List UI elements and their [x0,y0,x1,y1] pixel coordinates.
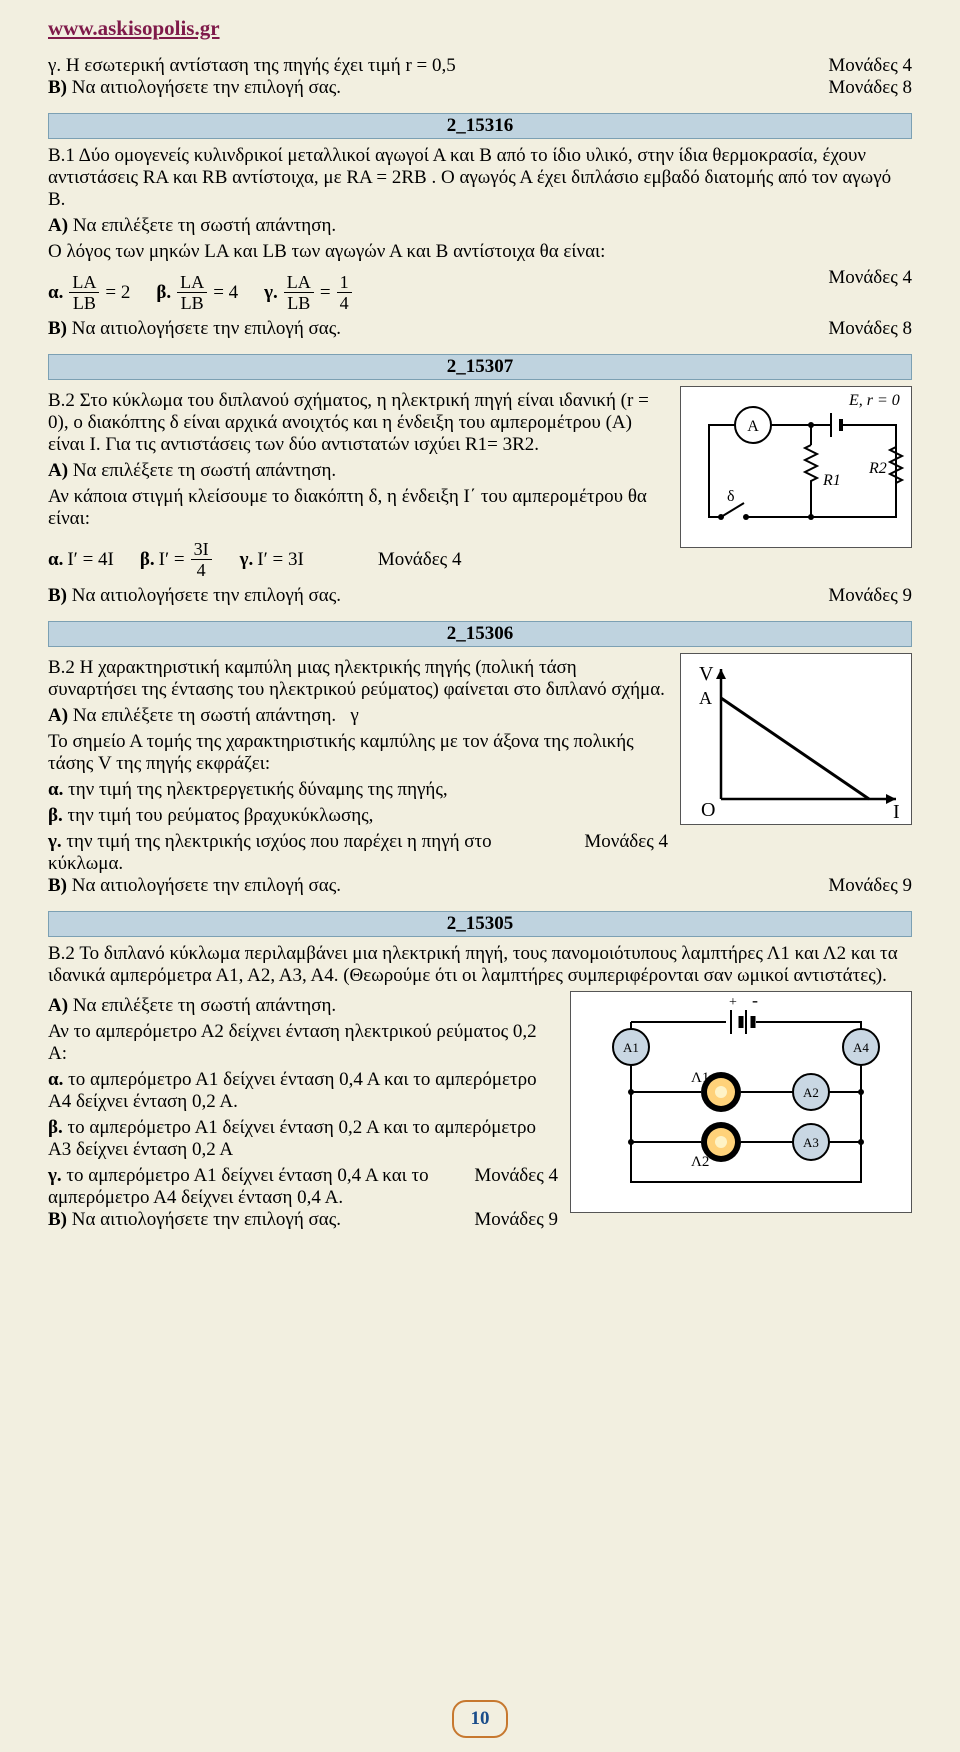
points: Μονάδες 4 [466,1165,558,1187]
a-label: Α) [48,995,68,1016]
points: Μονάδες 4 [370,549,462,571]
svg-text:R2: R2 [868,460,887,477]
close-line: Αν κάποια στιγμή κλείσουμε το διακόπτη δ… [48,486,668,530]
svg-text:I: I [893,801,900,823]
points: Μονάδες 9 [820,875,912,897]
question-text: Β.1 Δύο ομογενείς κυλινδρικοί μεταλλικοί… [48,145,912,211]
justify: Να αιτιολογήσετε την επιλογή σας. [72,318,341,339]
points: Μονάδες 4 [820,267,912,289]
points: Μονάδες 4 [820,55,912,77]
b-label: Β) [48,318,67,339]
svg-text:Λ1: Λ1 [691,1070,709,1086]
question-text: Β.2 Στο κύκλωμα του διπλανού σχήματος, η… [48,390,668,456]
option-b[interactable]: β. την τιμή του ρεύματος βραχυκύκλωσης, [48,805,668,827]
option-a[interactable]: α. το αμπερόμετρο Α1 δείχνει ένταση 0,4 … [48,1069,558,1113]
svg-text:A2: A2 [803,1085,819,1100]
vi-graph: V A O I [680,653,912,825]
question-code: 2_15316 [48,113,912,139]
option-b[interactable]: β. το αμπερόμετρο Α1 δείχνει ένταση 0,2 … [48,1117,558,1161]
option-b[interactable]: β. I′ = 3I4 [140,540,214,579]
option-b[interactable]: β. LALB = 4 [156,273,238,312]
points: Μονάδες 8 [820,318,912,340]
svg-text:R1: R1 [822,472,841,489]
svg-text:-: - [752,991,758,1010]
justify: Να αιτιολογήσετε την επιλογή σας. [72,1209,341,1230]
option-a[interactable]: α. την τιμή της ηλεκτρεργετικής δύναμης … [48,779,668,801]
circuit-diagram-2: + - A1 A4 Λ1 A2 Λ2 A3 [570,991,912,1213]
svg-text:A: A [747,418,759,435]
select: Να επιλέξετε τη σωστή απάντηση. [73,460,336,481]
justify: Να αιτιολογήσετε την επιλογή σας. [72,585,341,606]
question-code: 2_15307 [48,354,912,380]
svg-text:Λ2: Λ2 [691,1154,709,1170]
b-label: Β) [48,875,67,896]
b-label: Β) [48,1209,67,1230]
option-c[interactable]: γ. το αμπερόμετρο Α1 δείχνει ένταση 0,4 … [48,1165,466,1209]
svg-text:A3: A3 [803,1135,819,1150]
a-label: Α) [48,215,68,236]
svg-text:A: A [699,688,712,708]
site-url[interactable]: www.askisopolis.gr [48,16,912,41]
b-label: Β) [48,77,67,98]
a-label: Α) [48,460,68,481]
option-a[interactable]: α. I′ = 4I [48,549,114,571]
select: Να επιλέξετε τη σωστή απάντηση. [73,995,336,1016]
svg-text:E, r = 0: E, r = 0 [848,392,900,409]
svg-text:A4: A4 [853,1040,869,1055]
b-label: Β) [48,585,67,606]
svg-text:δ: δ [727,488,735,505]
svg-text:+: + [729,995,737,1010]
points: Μονάδες 8 [820,77,912,99]
question-text: Β.2 Η χαρακτηριστική καμπύλη μιας ηλεκτρ… [48,657,668,701]
question-code: 2_15305 [48,911,912,937]
question-line2: Το σημείο Α τομής της χαρακτηριστικής κα… [48,731,668,775]
a-label: Α) [48,705,68,726]
svg-text:O: O [701,799,715,821]
justify: Να αιτιολογήσετε την επιλογή σας. [72,875,341,896]
justify: Να αιτιολογήσετε την επιλογή σας. [72,77,341,98]
condition: Αν το αμπερόμετρο Α2 δείχνει ένταση ηλεκ… [48,1021,558,1065]
question-text: Β.2 Το διπλανό κύκλωμα περιλαμβάνει μια … [48,943,912,987]
svg-text:A1: A1 [623,1040,639,1055]
select: Να επιλέξετε τη σωστή απάντηση. [73,705,336,726]
ratio-line: Ο λόγος των μηκών LA και LB των αγωγών Α… [48,241,912,263]
points: Μονάδες 4 [576,831,668,853]
circuit-diagram-1: E, r = 0 A δ R2 R1 [680,386,912,548]
option-a[interactable]: α. LALB = 2 [48,273,130,312]
select: Να επιλέξετε τη σωστή απάντηση. [73,215,336,236]
option-c[interactable]: γ. LALB = 14 [264,273,353,312]
page-number: 10 [452,1700,508,1738]
points: Μονάδες 9 [820,585,912,607]
question-code: 2_15306 [48,621,912,647]
svg-text:V: V [699,663,714,685]
intro-line: γ. Η εσωτερική αντίσταση της πηγής έχει … [48,55,820,77]
option-c[interactable]: γ. την τιμή της ηλεκτρικής ισχύος που πα… [48,831,576,875]
points: Μονάδες 9 [466,1209,558,1231]
option-c[interactable]: γ. I′ = 3I [240,549,304,571]
